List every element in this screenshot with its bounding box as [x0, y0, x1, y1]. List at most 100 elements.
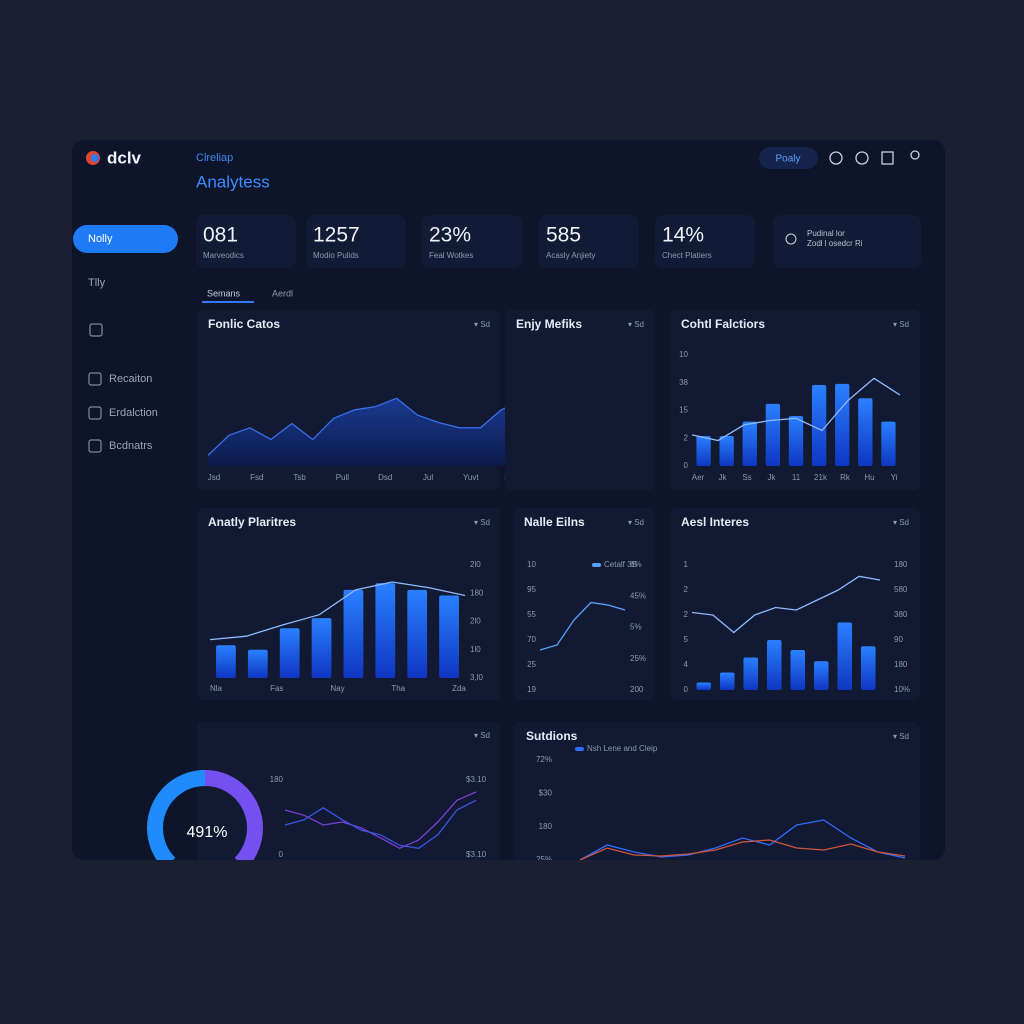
panel-menu[interactable]: ▾ Sd — [474, 731, 490, 740]
bar — [811, 384, 827, 466]
x-tick-label: Hu — [864, 473, 874, 482]
bar — [375, 583, 396, 678]
line — [209, 581, 466, 641]
x-tick-label: 21k — [814, 473, 828, 482]
nav-item[interactable]: Recaiton — [109, 373, 152, 385]
bar — [279, 628, 300, 678]
nav-icon — [88, 406, 102, 420]
x-tick-label: Nla — [210, 684, 223, 693]
x-tick-label: Aer — [692, 473, 705, 482]
bar — [835, 383, 850, 466]
panel — [513, 508, 655, 700]
bar — [719, 436, 734, 466]
y-tick-label: 10 — [527, 560, 536, 569]
nav-active-label[interactable]: Nolly — [88, 233, 113, 245]
search-line: Zodl l osedcr Ri — [807, 239, 863, 248]
kpi-card — [196, 215, 296, 268]
kpi-value: 14% — [662, 224, 704, 247]
y2-tick-label: 380 — [894, 610, 908, 619]
button[interactable] — [759, 147, 818, 169]
bar — [696, 436, 711, 466]
panel — [197, 722, 500, 860]
y-tick-label: 2 — [684, 585, 689, 594]
y-tick-label: 0 — [684, 685, 689, 694]
x-tick-label: Jk — [768, 473, 777, 482]
panel-menu[interactable]: ▾ Sd — [893, 518, 909, 527]
panel-menu[interactable]: ▾ Sd — [893, 320, 909, 329]
panel — [513, 722, 920, 860]
y-tick-label: 2 — [684, 433, 689, 442]
line — [539, 601, 626, 651]
y-tick-label: 25% — [536, 855, 552, 864]
x-tick-label: Rk — [840, 473, 851, 482]
legend-label: Cetalf 3S — [604, 560, 637, 569]
x-tick-label: Yi — [891, 473, 898, 482]
kpi-card — [422, 215, 522, 268]
panel-menu[interactable]: ▾ Sd — [474, 518, 490, 527]
tab[interactable]: Aerdl — [272, 288, 293, 298]
nav-item[interactable]: Bcdnatrs — [109, 440, 153, 452]
bar — [311, 618, 332, 678]
gauge-arc — [147, 770, 206, 860]
panel-menu[interactable]: ▾ Sd — [474, 320, 490, 329]
nav-active[interactable] — [73, 225, 178, 253]
panel — [670, 508, 920, 700]
kpi-label: Acasly Anjiety — [546, 251, 595, 260]
y2-tick-label: 1l0 — [470, 645, 481, 654]
bar — [765, 403, 781, 466]
bar — [743, 657, 759, 690]
y-tick-label: 72% — [536, 755, 552, 764]
x-tick-label: Dsd — [378, 473, 392, 482]
nav-item[interactable]: Tlly — [88, 277, 106, 289]
y-tick-label: 15 — [679, 406, 688, 415]
nav-item[interactable]: Erdalction — [109, 407, 158, 419]
line — [691, 575, 881, 634]
panel-menu[interactable]: ▾ Sd — [893, 732, 909, 741]
y2-tick-label: 180 — [894, 660, 908, 669]
card-content: dclv Clreliap Analytess Poaly Nolly Tlly… — [73, 147, 921, 864]
y-tick-label: 2 — [684, 610, 689, 619]
bar — [343, 589, 364, 678]
icon-clock[interactable] — [829, 151, 843, 165]
icon-menu[interactable] — [881, 151, 894, 165]
y2-tick-label: 25% — [630, 654, 646, 663]
x-tick-label: Jsd — [208, 473, 220, 482]
x-tick-label: Tha — [391, 684, 405, 693]
x-tick-label: Pull — [336, 473, 350, 482]
y-tick-label: 95 — [527, 585, 536, 594]
y-tick-label: 25 — [527, 660, 536, 669]
y2-tick-label: 2l0 — [470, 617, 481, 626]
y-tick-label: 10 — [679, 350, 688, 359]
y-tick-label: 38 — [679, 378, 688, 387]
x-tick-label: Yuvt — [463, 473, 479, 482]
y2-tick-label: 10% — [894, 685, 910, 694]
line — [284, 799, 477, 849]
bar — [247, 649, 268, 678]
bar — [860, 646, 876, 690]
nav-icon[interactable] — [89, 323, 103, 337]
y2-tick-label: 5% — [630, 623, 642, 632]
y2-tick-label: 8% — [630, 560, 642, 569]
bar — [439, 595, 459, 678]
y2-tick-label: 3,l0 — [470, 673, 483, 682]
panel-title: Enjy Mefiks — [516, 317, 582, 331]
search-card[interactable] — [773, 215, 921, 268]
tab-active[interactable]: Semans — [207, 288, 241, 298]
kpi-card — [306, 215, 406, 268]
icon-user[interactable] — [910, 150, 920, 160]
y2-tick-label: 2l0 — [470, 560, 481, 569]
panel-menu[interactable]: ▾ Sd — [628, 518, 644, 527]
button-label[interactable]: Poaly — [775, 154, 800, 165]
panel-menu[interactable]: ▾ Sd — [628, 320, 644, 329]
y-tick-label: 4 — [684, 660, 689, 669]
bar — [742, 421, 757, 466]
y2-tick-label: 90 — [894, 635, 903, 644]
panel-title: Nalle Eilns — [524, 515, 585, 529]
y2-tick-label: 180 — [894, 560, 908, 569]
icon-settings[interactable] — [855, 151, 869, 165]
panel-title: Anatly Plaritres — [208, 515, 296, 529]
y-tick-label: 1 — [684, 560, 689, 569]
gauge-arc — [204, 770, 263, 860]
bar — [719, 672, 735, 690]
panel — [505, 310, 655, 490]
